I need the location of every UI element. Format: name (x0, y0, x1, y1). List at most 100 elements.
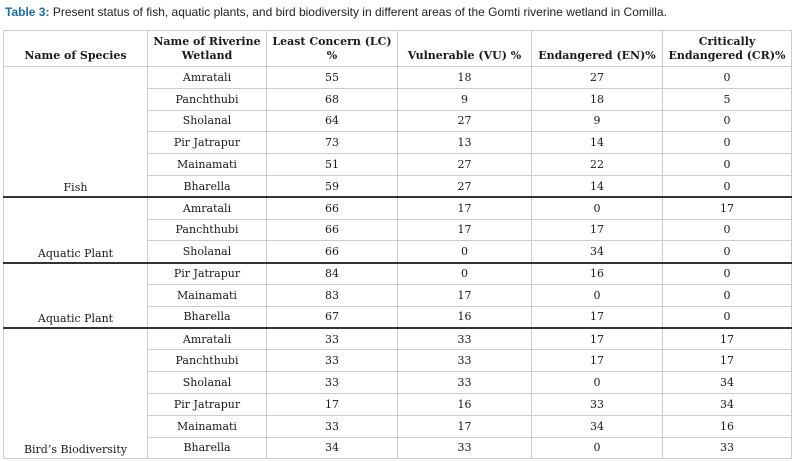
caption-text: Present status of fish, aquatic plants, … (52, 5, 667, 19)
cr-cell: 0 (662, 240, 792, 264)
table-row: Mainamati 83 17 0 0 (4, 283, 792, 307)
cr-cell: 17 (662, 196, 792, 220)
table-row: Aquatic Plant Amratali 66 17 0 17 (3, 196, 792, 264)
header-lc-line1: Least Concern (LC) (272, 34, 392, 48)
lc-cell: 84 (266, 261, 398, 285)
vu-cell: 33 (397, 349, 532, 373)
header-wetland-line1: Name of Riverine (153, 34, 261, 48)
vu-cell: 27 (397, 109, 532, 133)
wetland-cell: Bharella (147, 436, 267, 460)
en-cell: 18 (531, 87, 663, 111)
table-row: Bird’s Biodiversity Amratali 33 33 17 17 (3, 327, 792, 460)
wetland-cell: Sholanal (147, 371, 267, 394)
lc-cell: 68 (266, 87, 398, 111)
cr-cell: 34 (662, 392, 792, 416)
en-cell: 17 (531, 349, 663, 373)
header-cr-line2: Endangered (CR)% (668, 48, 786, 62)
en-cell: 34 (531, 240, 663, 264)
en-cell: 17 (531, 305, 663, 329)
vu-cell: 17 (397, 218, 532, 242)
lc-cell: 66 (266, 240, 398, 264)
biodiversity-table: Name of Species Name of Riverine Wetland … (3, 30, 792, 460)
en-cell: 17 (531, 327, 663, 351)
vu-cell: 0 (397, 261, 532, 285)
table-row: Pir Jatrapur 17 16 33 34 (4, 392, 792, 416)
vu-cell: 27 (397, 174, 532, 198)
cr-cell: 0 (662, 218, 792, 242)
wetland-cell: Pir Jatrapur (147, 261, 267, 285)
header-wetland-line2: Wetland (181, 48, 233, 62)
en-cell: 33 (531, 392, 663, 416)
vu-cell: 13 (397, 131, 532, 155)
cr-cell: 17 (662, 349, 792, 373)
species-cell: Bird’s Biodiversity (3, 327, 148, 460)
species-cell: Aquatic Plant (3, 196, 148, 264)
header-wetland: Name of Riverine Wetland (147, 30, 267, 67)
wetland-cell: Amratali (147, 327, 267, 351)
cr-cell: 5 (662, 87, 792, 111)
wetland-cell: Mainamati (147, 414, 267, 438)
lc-cell: 83 (266, 283, 398, 307)
vu-cell: 17 (397, 283, 532, 307)
en-cell: 0 (531, 371, 663, 394)
wetland-cell: Amratali (147, 196, 267, 220)
cr-cell: 0 (662, 131, 792, 155)
vu-cell: 17 (397, 196, 532, 220)
lc-cell: 59 (266, 174, 398, 198)
cr-cell: 0 (662, 261, 792, 285)
wetland-cell: Sholanal (147, 240, 267, 264)
lc-cell: 73 (266, 131, 398, 155)
header-cr-line1: Critically (698, 34, 756, 48)
wetland-cell: Pir Jatrapur (147, 131, 267, 155)
lc-cell: 34 (266, 436, 398, 460)
table-row: Bharella 34 33 0 33 (4, 436, 792, 460)
en-cell: 0 (531, 196, 663, 220)
wetland-cell: Bharella (147, 305, 267, 329)
lc-cell: 67 (266, 305, 398, 329)
lc-cell: 33 (266, 349, 398, 373)
vu-cell: 27 (397, 153, 532, 176)
wetland-cell: Panchthubi (147, 349, 267, 373)
table-row: Mainamati 51 27 22 0 (4, 153, 792, 176)
table-row: Panchthubi 33 33 17 17 (4, 349, 792, 373)
vu-cell: 16 (397, 305, 532, 329)
lc-cell: 55 (266, 66, 398, 89)
lc-cell: 33 (266, 327, 398, 351)
wetland-cell: Bharella (147, 174, 267, 198)
wetland-cell: Sholanal (147, 109, 267, 133)
lc-cell: 33 (266, 371, 398, 394)
caption-label: Table 3: (5, 5, 50, 19)
vu-cell: 16 (397, 392, 532, 416)
header-species: Name of Species (3, 30, 148, 67)
lc-cell: 66 (266, 218, 398, 242)
cr-cell: 0 (662, 66, 792, 89)
en-cell: 0 (531, 283, 663, 307)
table-row: Panchthubi 68 9 18 5 (4, 87, 792, 111)
header-en: Endangered (EN)% (531, 30, 663, 67)
wetland-cell: Mainamati (147, 283, 267, 307)
wetland-cell: Panchthubi (147, 87, 267, 111)
lc-cell: 33 (266, 414, 398, 438)
table-row: Panchthubi 66 17 17 0 (4, 218, 792, 242)
header-vu: Vulnerable (VU) % (397, 30, 532, 67)
species-cell: Aquatic Plant (3, 261, 148, 329)
cr-cell: 0 (662, 283, 792, 307)
en-cell: 34 (531, 414, 663, 438)
cr-cell: 0 (662, 153, 792, 176)
vu-cell: 33 (397, 327, 532, 351)
en-cell: 14 (531, 174, 663, 198)
vu-cell: 33 (397, 436, 532, 460)
table-row: Fish Amratali 55 18 27 0 (3, 66, 792, 198)
en-cell: 22 (531, 153, 663, 176)
species-cell: Fish (3, 66, 148, 198)
header-lc: Least Concern (LC)% (266, 30, 398, 67)
cr-cell: 17 (662, 327, 792, 351)
lc-cell: 17 (266, 392, 398, 416)
table-body: Fish Amratali 55 18 27 0 Panchthubi 68 9 18 5 Shola… (3, 66, 792, 460)
vu-cell: 9 (397, 87, 532, 111)
table-row: Sholanal 66 0 34 0 (4, 240, 792, 264)
table-row: Aquatic Plant Pir Jatrapur 84 0 16 0 (3, 261, 792, 329)
wetland-cell: Mainamati (147, 153, 267, 176)
lc-cell: 66 (266, 196, 398, 220)
en-cell: 14 (531, 131, 663, 155)
